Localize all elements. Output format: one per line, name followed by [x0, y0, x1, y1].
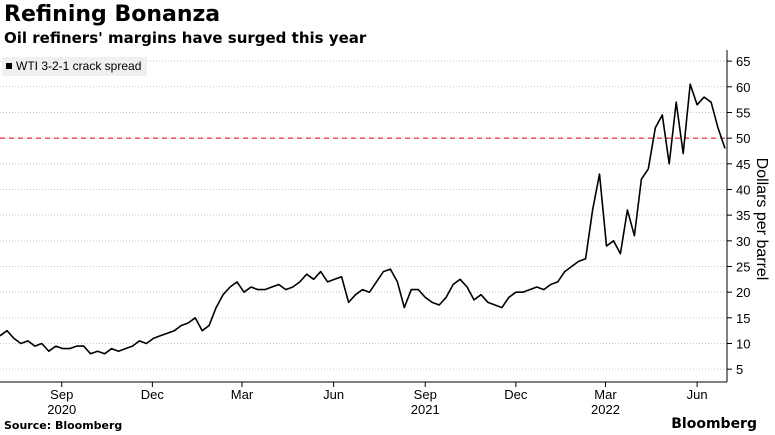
x-year-label: 2022	[591, 402, 620, 417]
x-tick-label: Sep	[414, 387, 437, 402]
y-tick-label: 20	[736, 285, 750, 300]
brand-logo: Bloomberg	[671, 416, 757, 432]
source-note: Source: Bloomberg	[4, 419, 123, 432]
x-tick-label: Sep	[50, 387, 73, 402]
y-tick-label: 60	[736, 80, 750, 95]
legend-swatch-icon	[6, 63, 12, 69]
y-tick-label: 35	[736, 208, 750, 223]
y-tick-label: 50	[736, 131, 750, 146]
x-tick-label: Jun	[687, 387, 708, 402]
y-tick-label: 30	[736, 234, 750, 249]
x-tick-label: Dec	[141, 387, 165, 402]
x-tick-label: Mar	[594, 387, 617, 402]
y-tick-label: 45	[736, 157, 750, 172]
series-line-wti-crack-spread	[0, 83, 726, 355]
y-tick-label: 10	[736, 336, 750, 351]
y-axis-title: Dollars per barrel	[753, 158, 770, 281]
x-year-label: 2021	[411, 402, 440, 417]
y-tick-label: 25	[736, 259, 750, 274]
chart-title: Refining Bonanza	[4, 2, 221, 27]
x-tick-label: Dec	[504, 387, 528, 402]
x-year-label: 2020	[47, 402, 76, 417]
legend-label: WTI 3-2-1 crack spread	[16, 59, 142, 73]
chart-subtitle: Oil refiners' margins have surged this y…	[4, 29, 367, 47]
x-tick-label: Mar	[231, 387, 254, 402]
y-tick-label: 65	[736, 54, 750, 69]
legend: WTI 3-2-1 crack spread	[2, 57, 148, 76]
y-tick-label: 15	[736, 311, 750, 326]
y-tick-label: 5	[736, 362, 743, 377]
x-tick-label: Jun	[323, 387, 344, 402]
y-tick-label: 55	[736, 105, 750, 120]
y-tick-label: 40	[736, 182, 750, 197]
